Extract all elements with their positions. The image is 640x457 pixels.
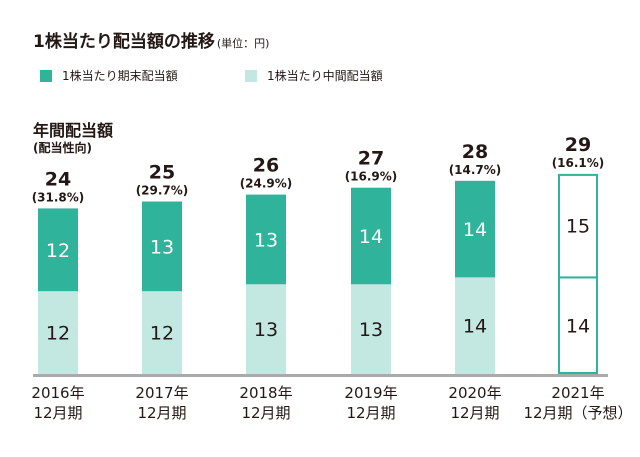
label-interim-3: 13	[359, 319, 383, 341]
label-year-end-0: 12	[46, 240, 70, 262]
label-payout-ratio-2: (24.9%)	[240, 177, 293, 191]
label-year-end-4: 14	[463, 219, 487, 241]
bar-year-end-1	[142, 201, 182, 292]
bar-year-end-5	[558, 173, 598, 279]
chart-title-text: 1株当たり配当額の推移	[33, 32, 215, 52]
x-tick-year-5: 2021年	[551, 384, 604, 402]
x-tick-year-2: 2018年	[239, 384, 292, 402]
label-total-2: 26	[253, 155, 279, 177]
x-tick-period-5: 12月期（予想）	[523, 404, 632, 422]
label-total-3: 27	[358, 148, 384, 170]
y-axis-label: 年間配当額	[33, 121, 114, 140]
x-tick-period-1: 12月期	[137, 404, 186, 422]
x-tick-period-4: 12月期	[450, 404, 499, 422]
label-payout-ratio-1: (29.7%)	[136, 184, 189, 198]
bar-year-end-4	[455, 180, 495, 278]
chart-title: 1株当たり配当額の推移 (単位：円)	[33, 27, 269, 52]
label-payout-ratio-0: (31.8%)	[32, 190, 85, 204]
bar-interim-3	[351, 284, 391, 374]
label-interim-2: 13	[254, 319, 278, 341]
label-year-end-5: 15	[566, 216, 590, 238]
label-interim-4: 14	[463, 316, 487, 338]
x-tick-year-0: 2016年	[31, 384, 84, 402]
label-year-end-2: 13	[254, 229, 278, 251]
label-interim-5: 14	[566, 316, 590, 338]
y-axis-sublabel: (配当性向)	[33, 141, 92, 155]
bar-year-end-2	[246, 194, 286, 285]
legend-item-year-end: 1株当たり期末配当額	[40, 67, 178, 84]
legend-swatch-interim	[245, 69, 257, 82]
chart-unit: (単位：円)	[216, 37, 270, 50]
label-payout-ratio-3: (16.9%)	[345, 170, 398, 184]
x-tick-year-4: 2020年	[448, 384, 501, 402]
label-year-end-1: 13	[150, 236, 174, 258]
x-tick-year-1: 2017年	[135, 384, 188, 402]
bar-interim-2	[246, 284, 286, 374]
bar-interim-0	[38, 291, 78, 374]
x-tick-period-0: 12月期	[33, 404, 82, 422]
label-interim-1: 12	[150, 323, 174, 345]
bar-interim-5	[558, 276, 598, 374]
x-tick-period-2: 12月期	[241, 404, 290, 422]
legend-swatch-year-end	[40, 69, 52, 82]
bar-interim-1	[142, 291, 182, 374]
legend-label-interim: 1株当たり中間配当額	[267, 69, 383, 83]
label-total-1: 25	[149, 162, 175, 184]
bar-year-end-0	[38, 208, 78, 292]
label-payout-ratio-5: (16.1%)	[552, 156, 605, 170]
bar-interim-4	[455, 277, 495, 374]
label-year-end-3: 14	[359, 226, 383, 248]
label-payout-ratio-4: (14.7%)	[449, 163, 502, 177]
legend-item-interim: 1株当たり中間配当額	[245, 67, 383, 84]
label-interim-0: 12	[46, 323, 70, 345]
label-total-5: 29	[565, 134, 591, 156]
label-total-4: 28	[462, 141, 488, 163]
label-total-0: 24	[45, 168, 71, 190]
x-tick-period-3: 12月期	[346, 404, 395, 422]
x-tick-year-3: 2019年	[344, 384, 397, 402]
legend-label-year-end: 1株当たり期末配当額	[62, 69, 178, 83]
bar-year-end-3	[351, 187, 391, 285]
